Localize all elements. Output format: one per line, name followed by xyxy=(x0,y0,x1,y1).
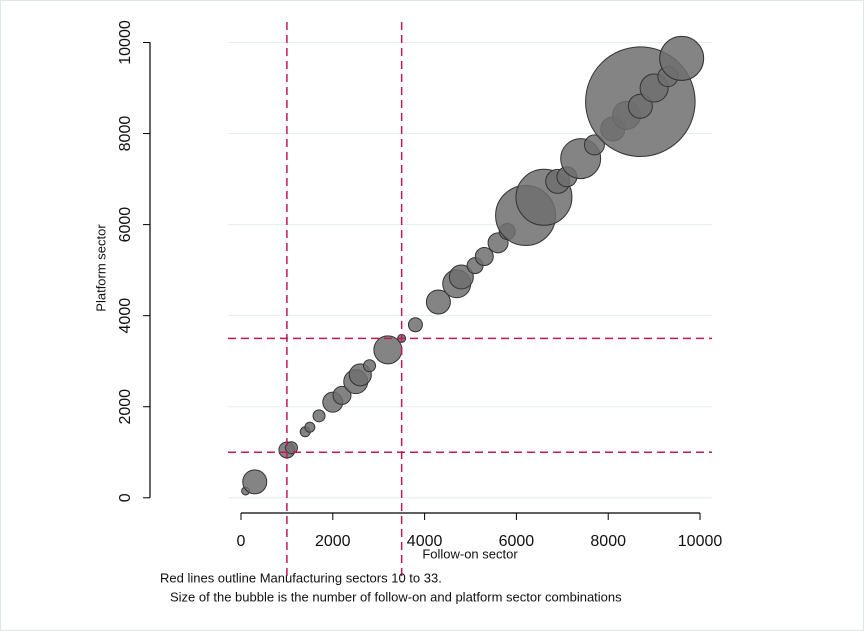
bubble xyxy=(583,134,605,156)
grid-layer xyxy=(228,41,712,499)
y-tick-label: 2000 xyxy=(117,389,134,425)
x-axis-label: Follow-on sector xyxy=(422,546,518,561)
bubble xyxy=(332,385,352,405)
x-tick-label: 10000 xyxy=(678,533,723,550)
x-tick-label: 8000 xyxy=(590,533,626,550)
x-tick-label: 4000 xyxy=(407,533,443,550)
y-tick-label: 10000 xyxy=(117,20,134,65)
bubble xyxy=(242,469,268,495)
y-tick-label: 0 xyxy=(117,493,134,502)
note: Red lines outline Manufacturing sectors … xyxy=(160,570,442,585)
y-axis-label: Platform sector xyxy=(93,224,108,312)
bubble xyxy=(407,317,423,333)
x-tick-label: 6000 xyxy=(499,533,535,550)
bubble xyxy=(304,421,316,433)
bubble xyxy=(448,264,474,290)
y-tick-label: 4000 xyxy=(117,298,134,334)
x-tick-label: 2000 xyxy=(315,533,351,550)
bubble xyxy=(363,359,377,373)
y-tick-label: 6000 xyxy=(117,207,134,243)
bubble xyxy=(284,441,298,455)
y-tick-label: 8000 xyxy=(117,116,134,152)
bubble xyxy=(425,289,451,315)
bubble-layer xyxy=(241,35,705,496)
note: Size of the bubble is the number of foll… xyxy=(170,589,622,604)
bubble xyxy=(474,246,494,266)
reference-layer xyxy=(228,22,712,582)
bubble xyxy=(659,35,705,81)
bubble xyxy=(312,409,326,423)
axes-layer: 0 2000 4000 6000 8000 10000 0 2000 4000 6000 8000 1… xyxy=(117,20,722,550)
x-tick-label: 0 xyxy=(237,533,246,550)
